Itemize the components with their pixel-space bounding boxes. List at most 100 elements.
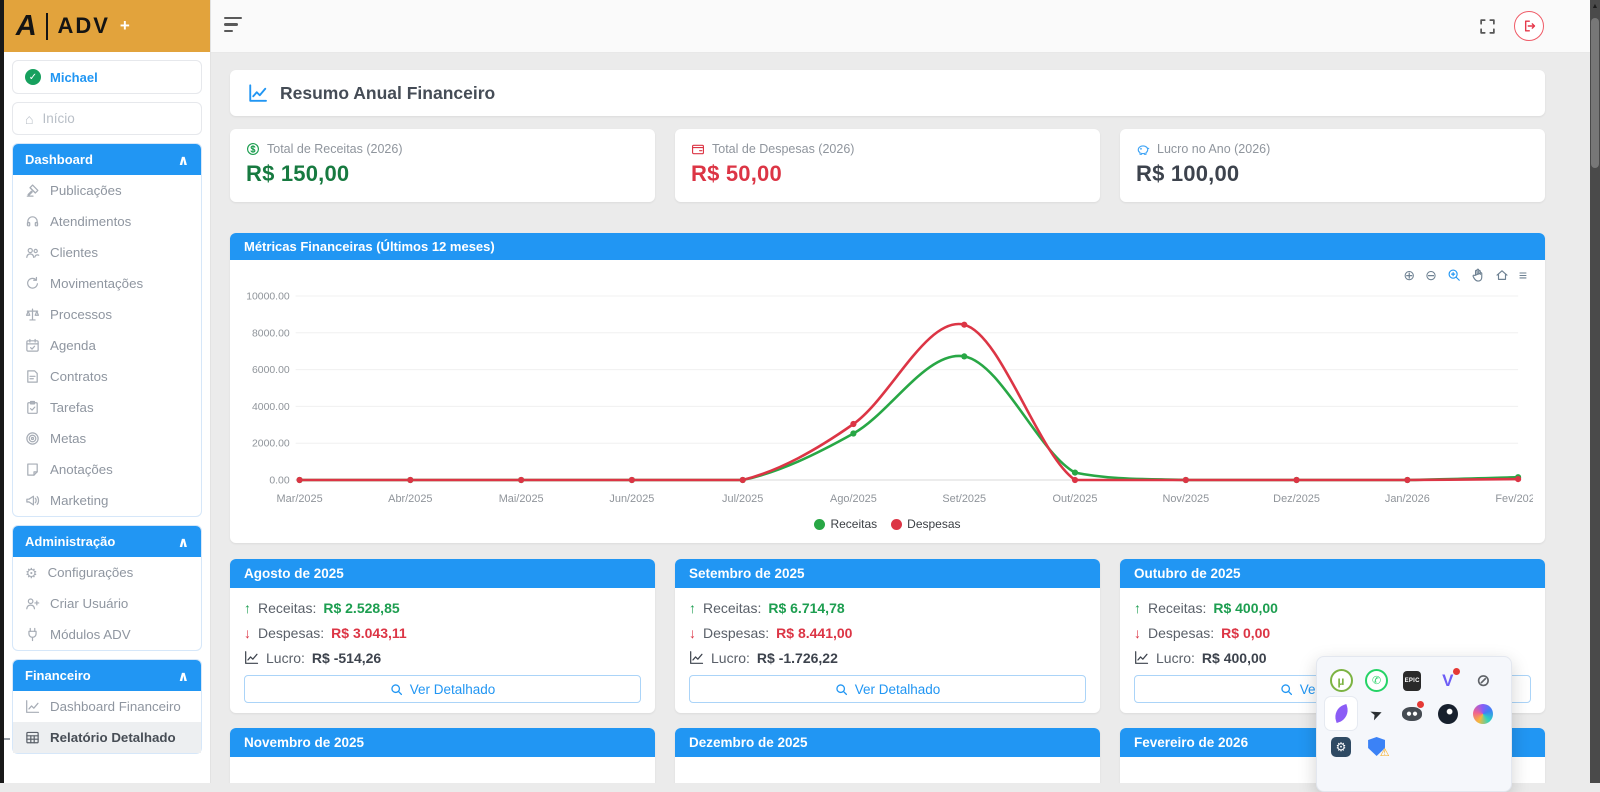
logout-button[interactable] (1514, 11, 1544, 41)
despesas-value: R$ 0,00 (1221, 625, 1270, 641)
sidebar-item-agenda[interactable]: Agenda (13, 330, 201, 361)
chart-card: Métricas Financeiras (Últimos 12 meses) … (230, 233, 1545, 543)
megaphone-icon (25, 493, 40, 508)
utorrent-icon[interactable]: µ (1325, 664, 1357, 697)
despesas-label: Despesas: (258, 625, 324, 641)
lucro-value: R$ -514,26 (312, 650, 381, 666)
summary-card-lucro-no-ano-2026: Lucro no Ano (2026) R$ 100,00 (1120, 129, 1545, 202)
sidebar-item-configuracoes[interactable]: ⚙ Configurações (13, 557, 201, 588)
hamburger-icon[interactable] (224, 17, 244, 36)
sidebar-item-tarefas[interactable]: Tarefas (13, 392, 201, 423)
sidebar-item-atendimentos[interactable]: Atendimentos (13, 206, 201, 237)
receitas-row: ↑ Receitas: R$ 400,00 (1134, 595, 1531, 620)
refresh-icon (25, 276, 40, 291)
search-icon (1280, 683, 1293, 696)
lucro-value: R$ -1.726,22 (757, 650, 838, 666)
sidebar-item-metas[interactable]: Metas (13, 423, 201, 454)
reset-zoom-icon (1495, 268, 1509, 282)
sidebar-group-header-financeiro[interactable]: Financeiro ∧ (13, 660, 201, 691)
check-circle-icon: ✓ (25, 69, 41, 85)
arrow-up-icon: ↑ (244, 601, 251, 615)
legend-item-despesas[interactable]: Despesas (891, 517, 960, 531)
sidebar-item-marketing[interactable]: Marketing (13, 485, 201, 516)
title-icon-slot (248, 83, 268, 103)
despesas-row: ↓ Despesas: R$ 3.043,11 (244, 620, 641, 645)
sidebar-item-anotacoes[interactable]: Anotações (13, 454, 201, 485)
sidebar-item-criar-usuario[interactable]: Criar Usuário (13, 588, 201, 619)
despesas-row: ↓ Despesas: R$ 8.441,00 (689, 620, 1086, 645)
svg-text:Abr/2025: Abr/2025 (388, 493, 432, 505)
copilot-icon[interactable] (1467, 697, 1499, 730)
user-name: Michael (50, 70, 98, 85)
summary-value: R$ 50,00 (691, 161, 1084, 187)
sidebar-group-dashboard: Dashboard ∧ Publicações Atendimentos Cli… (12, 143, 202, 517)
svg-text:0.00: 0.00 (269, 475, 289, 486)
telegram-icon[interactable]: ➤ (1361, 697, 1393, 730)
settings-icon[interactable]: ⚙ (1325, 730, 1357, 763)
hidden-icons-icon[interactable]: ⊘ (1467, 664, 1499, 697)
summary-label: Total de Despesas (2026) (712, 142, 854, 156)
system-tray-popup: µ ✆ EPIC V ⊘ ➤ ⚙ ⚠ (1316, 656, 1512, 792)
brand-logo: A ADV + (4, 0, 210, 52)
summary-icon-slot (1136, 142, 1150, 156)
lucro-label: Lucro: (266, 650, 305, 666)
sidebar-item-contratos[interactable]: Contratos (13, 361, 201, 392)
sidebar-item-dashboard-financeiro[interactable]: Dashboard Financeiro (13, 691, 201, 722)
zoom-out-icon[interactable]: ⊖ (1425, 268, 1437, 282)
arrow-down-icon: ↓ (689, 626, 696, 640)
financial-metrics-line-chart[interactable]: 0.002000.004000.006000.008000.0010000.00… (242, 284, 1533, 516)
receitas-label: Receitas: (258, 600, 316, 616)
epic-games-icon[interactable]: EPIC (1396, 664, 1428, 697)
selection-zoom-icon[interactable] (1447, 268, 1461, 282)
reset-zoom-icon[interactable] (1495, 268, 1509, 282)
sidebar-item-relatorio-detalhado[interactable]: Relatório Detalhado (13, 722, 201, 753)
summary-card-label-row: Total de Receitas (2026) (246, 142, 639, 156)
sidebar-item-clientes[interactable]: Clientes (13, 237, 201, 268)
pan-icon[interactable] (1471, 268, 1485, 282)
ver-detalhado-button[interactable]: Ver Detalhado (689, 675, 1086, 703)
lucro-row: Lucro: R$ -514,26 (244, 645, 641, 670)
sidebar-item-label: Movimentações (50, 276, 143, 291)
sidebar-item-inicio[interactable]: ⌂ Início (12, 102, 202, 135)
discord-icon[interactable] (1396, 697, 1428, 730)
quill-icon[interactable] (1325, 697, 1357, 730)
notification-badge (1452, 667, 1461, 676)
sidebar-group-header-dashboard[interactable]: Dashboard ∧ (13, 144, 201, 175)
scales-icon (25, 307, 40, 322)
whatsapp-icon[interactable]: ✆ (1361, 664, 1393, 697)
sidebar-item-modulos-adv[interactable]: Módulos ADV (13, 619, 201, 650)
sidebar-item-label: Agenda (50, 338, 96, 353)
zoom-in-icon[interactable]: ⊕ (1403, 268, 1415, 282)
sidebar-item-movimentacoes[interactable]: Movimentações (13, 268, 201, 299)
svg-text:10000.00: 10000.00 (246, 291, 290, 302)
legend-item-receitas[interactable]: Receitas (814, 517, 877, 531)
scrollbar-up-arrow[interactable]: ▲ (1590, 0, 1600, 10)
shield-warning-icon[interactable]: ⚠ (1361, 730, 1393, 763)
sidebar-item-label: Dashboard Financeiro (50, 699, 181, 714)
sidebar-item-publicacoes[interactable]: Publicações (13, 175, 201, 206)
sidebar-user[interactable]: ✓ Michael (12, 60, 202, 94)
fullscreen-button[interactable] (1479, 18, 1496, 35)
lucro-row: Lucro: R$ -1.726,22 (689, 645, 1086, 670)
sidebar-item-label: Criar Usuário (50, 596, 128, 611)
svg-text:Ago/2025: Ago/2025 (830, 493, 877, 505)
scrollbar-thumb[interactable] (1591, 18, 1599, 168)
user-plus-icon (25, 596, 40, 611)
window-left-edge (0, 0, 4, 783)
chevron-up-icon: ∧ (178, 535, 189, 549)
arrow-up-icon: ↑ (1134, 601, 1141, 615)
topbar-actions (1479, 0, 1544, 52)
v-app-icon[interactable]: V (1432, 664, 1464, 697)
menu-icon[interactable]: ≡ (1519, 268, 1527, 282)
month-card-title: Setembro de 2025 (675, 559, 1100, 588)
sidebar-item-processos[interactable]: Processos (13, 299, 201, 330)
month-card-title: Outubro de 2025 (1120, 559, 1545, 588)
sidebar-group-header-administracao[interactable]: Administração ∧ (13, 526, 201, 557)
svg-text:Jan/2026: Jan/2026 (1385, 493, 1430, 505)
ver-detalhado-button[interactable]: Ver Detalhado (244, 675, 641, 703)
vertical-scrollbar[interactable]: ▲ (1590, 0, 1600, 783)
pan-icon (1471, 268, 1485, 282)
sidebar: A ADV + ✓ Michael ⌂ Início Dashboard ∧ P… (4, 0, 211, 783)
chart-line-icon (689, 650, 704, 665)
steam-icon[interactable] (1432, 697, 1464, 730)
